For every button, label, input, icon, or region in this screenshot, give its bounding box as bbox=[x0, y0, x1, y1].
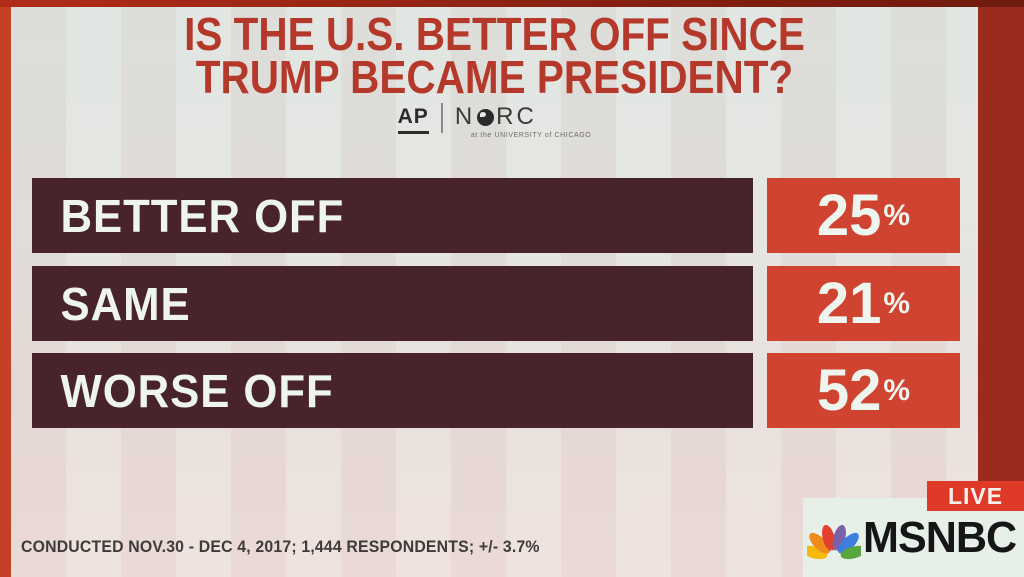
source-divider bbox=[440, 103, 443, 133]
value-percent-sign: % bbox=[883, 286, 911, 320]
poll-title: IS THE U.S. BETTER OFF SINCE TRUMP BECAM… bbox=[69, 8, 920, 103]
msnbc-bug: MSNBC bbox=[803, 498, 1024, 577]
poll-row-worse-off: WORSE OFF 52 % bbox=[11, 353, 978, 428]
live-badge: LIVE bbox=[927, 481, 1024, 511]
bar-label: SAME bbox=[60, 277, 191, 330]
norc-letters-rc: RC bbox=[496, 103, 537, 130]
nbc-peacock-icon bbox=[807, 524, 861, 560]
ap-logo: AP bbox=[397, 105, 429, 134]
poll-graphic-card: IS THE U.S. BETTER OFF SINCE TRUMP BECAM… bbox=[11, 7, 978, 577]
value-number: 21 bbox=[816, 270, 882, 336]
value-number: 52 bbox=[816, 357, 882, 423]
value-box: 25 % bbox=[767, 178, 960, 253]
value-number: 25 bbox=[816, 182, 882, 248]
poll-row-same: SAME 21 % bbox=[11, 266, 978, 341]
poll-row-better-off: BETTER OFF 25 % bbox=[11, 178, 978, 253]
value-percent-sign: % bbox=[883, 198, 911, 232]
label-bar: BETTER OFF bbox=[32, 178, 753, 253]
methodology-note: CONDUCTED NOV.30 - DEC 4, 2017; 1,444 RE… bbox=[21, 537, 540, 556]
norc-logo: N RC at the UNIVERSITY of CHICAGO bbox=[455, 103, 592, 139]
source-attribution: AP N RC at the UNIVERSITY of CHICAGO bbox=[11, 103, 978, 139]
norc-globe-icon bbox=[477, 108, 495, 126]
msnbc-wordmark: MSNBC bbox=[863, 512, 1017, 562]
label-bar: SAME bbox=[32, 266, 753, 341]
norc-wordmark: N RC bbox=[455, 103, 592, 131]
poll-title-line2: TRUMP BECAME PRESIDENT? bbox=[195, 51, 794, 103]
value-box: 52 % bbox=[767, 353, 960, 428]
value-box: 21 % bbox=[767, 266, 960, 341]
bar-label: BETTER OFF bbox=[60, 189, 345, 242]
norc-letter-n: N bbox=[454, 103, 476, 130]
value-percent-sign: % bbox=[883, 373, 911, 407]
bar-label: WORSE OFF bbox=[60, 364, 334, 417]
poll-title-line1: IS THE U.S. BETTER OFF SINCE bbox=[184, 8, 805, 60]
tv-frame-top-strip bbox=[0, 0, 1024, 7]
label-bar: WORSE OFF bbox=[32, 353, 753, 428]
norc-tagline: at the UNIVERSITY of CHICAGO bbox=[470, 132, 592, 139]
tv-frame-left-strip bbox=[0, 0, 11, 577]
